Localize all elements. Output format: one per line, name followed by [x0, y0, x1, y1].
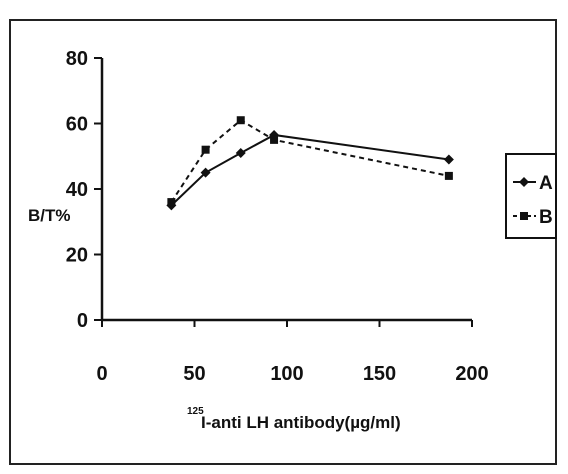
data-point-a: [443, 154, 454, 165]
axis-ticks: 0 20 40 60 80 0 50 100 150 200: [66, 48, 489, 385]
data-point-b: [444, 171, 453, 180]
y-tick-label: 0: [77, 310, 88, 332]
series-a: [166, 129, 454, 211]
x-tick-label: 150: [363, 363, 396, 385]
series-line-b: [170, 119, 450, 203]
x-axis-label: I-anti LH antibody(µg/ml): [201, 413, 401, 432]
series-layer: [166, 116, 454, 211]
y-tick-label: 80: [66, 48, 88, 70]
legend-marker-b: [520, 212, 528, 220]
y-tick-label: 20: [66, 245, 88, 267]
data-point-b: [270, 135, 279, 144]
data-point-b: [201, 145, 210, 154]
x-tick-label: 50: [183, 363, 205, 385]
series-line-a: [170, 133, 450, 207]
x-tick-label: 100: [270, 363, 303, 385]
series-b: [167, 116, 453, 207]
legend-marker-a: [519, 177, 529, 187]
x-axis-label-superscript: 125: [187, 406, 204, 417]
figure-frame: [9, 19, 557, 465]
legend-label-b: B: [539, 207, 553, 228]
legend: AB: [505, 153, 557, 239]
data-point-b: [167, 198, 176, 207]
y-axis-label: B/T%: [28, 206, 71, 225]
y-tick-label: 60: [66, 114, 88, 136]
data-point-b: [236, 116, 245, 125]
x-tick-label: 200: [455, 363, 488, 385]
y-tick-label: 40: [66, 179, 88, 201]
data-point-a: [200, 167, 211, 178]
legend-label-a: A: [539, 173, 553, 194]
data-point-a: [235, 147, 246, 158]
x-tick-label: 0: [96, 363, 107, 385]
legend-box: [505, 153, 557, 239]
